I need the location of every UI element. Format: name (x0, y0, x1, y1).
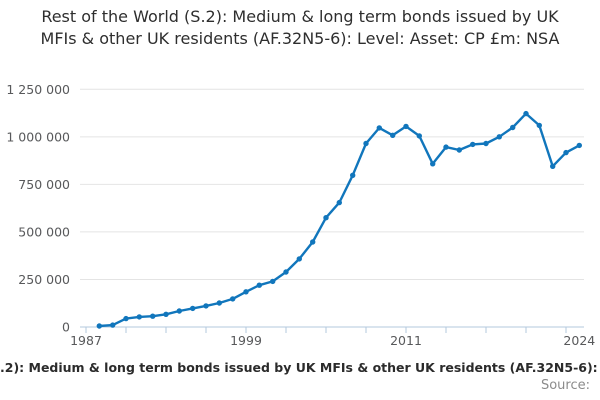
data-point (230, 296, 236, 302)
data-point (376, 125, 382, 131)
data-line (98, 112, 581, 328)
data-point (163, 311, 169, 317)
data-point (523, 110, 529, 117)
y-axis-label: 1 000 000 (6, 129, 70, 144)
data-point (323, 215, 329, 221)
data-point (243, 289, 249, 295)
y-axis-label: 1 250 000 (6, 82, 70, 97)
data-point (203, 303, 209, 309)
x-axis-label: 1999 (230, 333, 262, 348)
data-point (136, 314, 142, 320)
data-point (336, 199, 342, 206)
data-point (363, 140, 369, 147)
data-point (496, 134, 502, 140)
data-point (270, 278, 276, 285)
data-point (470, 141, 476, 148)
data-point (443, 144, 449, 150)
data-point (96, 323, 103, 329)
chart-title: Rest of the World (S.2): Medium & long t… (40, 7, 560, 48)
y-axis-label: 250 000 (18, 272, 70, 287)
footer-caption: .2): Medium & long term bonds issued by … (0, 360, 600, 375)
x-axis-label: 2011 (390, 333, 422, 348)
data-point (296, 256, 302, 262)
data-point (216, 300, 222, 306)
data-point (550, 163, 556, 169)
data-point (150, 313, 156, 319)
data-point (510, 124, 516, 131)
y-axis-label: 500 000 (18, 224, 70, 239)
data-point (563, 149, 569, 156)
data-point (430, 161, 436, 167)
data-point (310, 239, 316, 245)
data-point (576, 142, 582, 149)
line-chart: 0 250 000 500 000 750 000 1 000 000 1 250 000… (6, 82, 595, 348)
data-point (176, 308, 182, 314)
data-point (190, 305, 196, 312)
data-point (456, 147, 462, 153)
y-axis-label: 750 000 (18, 177, 70, 192)
source-label: Source: (540, 378, 590, 393)
data-point (416, 133, 422, 139)
data-point (256, 282, 262, 288)
data-point (123, 315, 129, 322)
data-point (283, 269, 289, 275)
x-axis-label: 2024 (563, 333, 595, 348)
data-point (350, 172, 356, 178)
x-axis-label: 1987 (70, 333, 102, 348)
data-point (110, 322, 116, 328)
data-point (483, 140, 489, 147)
data-point (390, 132, 396, 138)
data-point (536, 122, 542, 129)
data-point (403, 123, 409, 130)
y-axis-label: 0 (62, 320, 70, 335)
